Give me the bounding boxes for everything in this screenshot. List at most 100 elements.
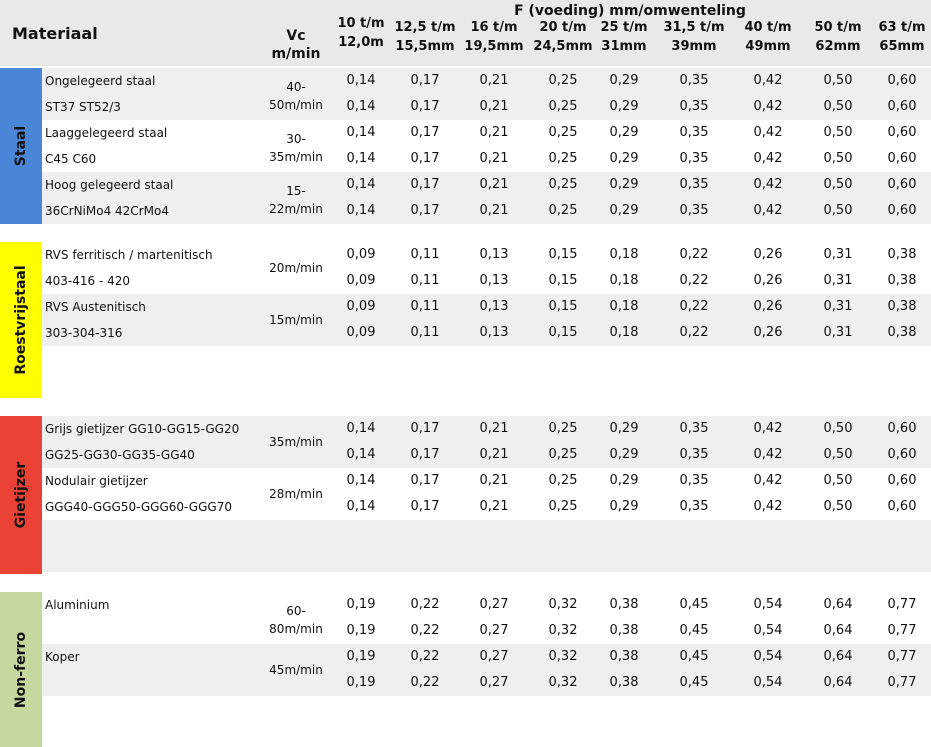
feed-value: 0,42 [753, 421, 783, 436]
feed-value: 0,17 [410, 125, 440, 140]
feed-value: 0,21 [479, 203, 509, 218]
feed-value: 0,14 [346, 99, 376, 114]
material-description: 403-416 - 420 [45, 274, 131, 288]
cutting-speed: 60- [286, 604, 306, 618]
feed-value: 0,26 [753, 247, 783, 262]
column-header: 20 t/m 24,5mm [523, 18, 603, 56]
feed-value: 0,14 [346, 125, 376, 140]
row-band [42, 346, 931, 416]
material-description: Aluminium [45, 598, 110, 612]
feed-value: 0,14 [346, 177, 376, 192]
column-header-range: 40 t/m [744, 20, 792, 35]
category-bar: Gietijzer [0, 416, 42, 574]
feed-value: 0,09 [346, 247, 376, 262]
material-description: Ongelegeerd staal [45, 74, 156, 88]
feed-value: 0,15 [548, 299, 578, 314]
feed-value: 0,21 [479, 421, 509, 436]
cutting-speed: 30- [286, 132, 306, 146]
feed-value: 0,38 [887, 273, 917, 288]
category-label: Gietijzer [13, 461, 29, 529]
feed-value: 0,42 [753, 99, 783, 114]
column-header-range: 25 t/m [600, 20, 648, 35]
feed-value: 0,18 [609, 247, 639, 262]
feed-value: 0,25 [548, 73, 578, 88]
vc-header-line1: Vc [286, 28, 306, 44]
cutting-speed: 40- [286, 80, 306, 94]
feed-value: 0,25 [548, 99, 578, 114]
feed-value: 0,35 [679, 125, 709, 140]
feed-value: 0,54 [753, 649, 783, 664]
feed-value: 0,60 [887, 73, 917, 88]
feed-value: 0,29 [609, 421, 639, 436]
feed-value: 0,32 [548, 675, 578, 690]
feed-value: 0,14 [346, 421, 376, 436]
feed-value: 0,38 [609, 597, 639, 612]
feed-value: 0,21 [479, 177, 509, 192]
material-description: Hoog gelegeerd staal [45, 178, 174, 192]
feed-value: 0,77 [887, 649, 917, 664]
feed-value: 0,17 [410, 203, 440, 218]
cutting-speed: 28m/min [269, 487, 323, 501]
feed-value: 0,77 [887, 597, 917, 612]
feed-value: 0,17 [410, 177, 440, 192]
category-bar: Staal [0, 68, 42, 224]
feed-value: 0,17 [410, 447, 440, 462]
feed-value: 0,60 [887, 203, 917, 218]
feed-value: 0,21 [479, 151, 509, 166]
feed-value: 0,50 [823, 177, 853, 192]
feed-value: 0,09 [346, 325, 376, 340]
feed-value: 0,25 [548, 447, 578, 462]
feed-value: 0,17 [410, 151, 440, 166]
feed-value: 0,35 [679, 421, 709, 436]
cutting-speed: 35m/min [269, 435, 323, 449]
row-band [42, 572, 931, 592]
feed-value: 0,31 [823, 273, 853, 288]
feed-value: 0,54 [753, 675, 783, 690]
feed-value: 0,50 [823, 203, 853, 218]
feed-value: 0,35 [679, 203, 709, 218]
feed-value: 0,50 [823, 473, 853, 488]
material-description: C45 C60 [45, 152, 97, 166]
column-header-diameter: 39mm [671, 39, 717, 54]
column-header-range: 50 t/m [814, 20, 862, 35]
feed-value: 0,19 [346, 675, 376, 690]
feed-value: 0,35 [679, 473, 709, 488]
feed-value: 0,22 [679, 325, 709, 340]
feed-value: 0,29 [609, 473, 639, 488]
material-description: RVS ferritisch / martenitisch [45, 248, 213, 262]
category-label: Non-ferro [13, 631, 29, 708]
feed-value: 0,54 [753, 597, 783, 612]
feed-value: 0,60 [887, 421, 917, 436]
feed-value: 0,50 [823, 447, 853, 462]
feed-value: 0,14 [346, 73, 376, 88]
feed-value: 0,21 [479, 473, 509, 488]
feed-value: 0,60 [887, 177, 917, 192]
feed-value: 0,45 [679, 623, 709, 638]
feed-value: 0,18 [609, 325, 639, 340]
feed-value: 0,13 [479, 247, 509, 262]
feed-value: 0,54 [753, 623, 783, 638]
feed-value: 0,29 [609, 125, 639, 140]
material-header: Materiaal [12, 24, 98, 43]
feed-value: 0,21 [479, 73, 509, 88]
feed-value: 0,29 [609, 203, 639, 218]
feed-value: 0,11 [410, 247, 440, 262]
column-header-range: 20 t/m [539, 20, 587, 35]
feed-value: 0,21 [479, 125, 509, 140]
column-header: 50 t/m 62mm [798, 18, 878, 56]
feed-value: 0,22 [410, 649, 440, 664]
column-header-diameter: 49mm [745, 39, 791, 54]
cutting-speed: 50m/min [269, 98, 323, 112]
material-description: ST37 ST52/3 [45, 100, 121, 114]
feed-value: 0,26 [753, 299, 783, 314]
feed-value: 0,29 [609, 99, 639, 114]
feed-value: 0,14 [346, 151, 376, 166]
feed-value: 0,15 [548, 247, 578, 262]
feed-value: 0,31 [823, 299, 853, 314]
feed-value: 0,31 [823, 247, 853, 262]
feed-value: 0,17 [410, 499, 440, 514]
feed-value: 0,29 [609, 151, 639, 166]
feed-value: 0,35 [679, 73, 709, 88]
feed-value: 0,64 [823, 623, 853, 638]
feed-value: 0,60 [887, 499, 917, 514]
